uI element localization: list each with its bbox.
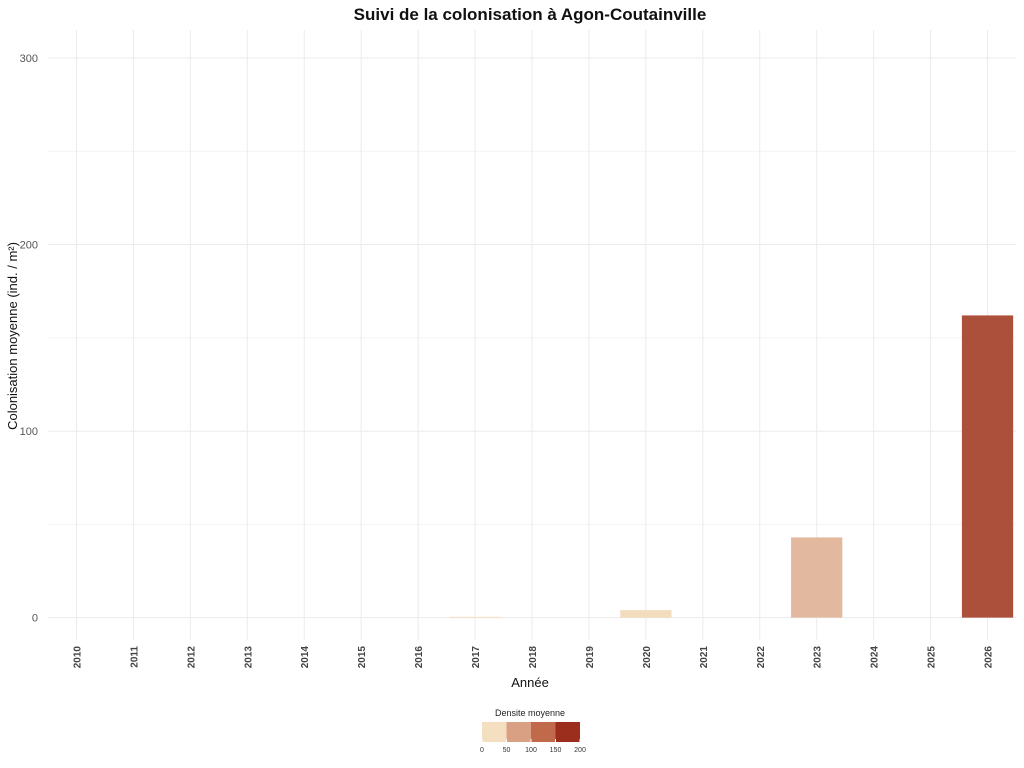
- x-tick-label: 2017: [471, 646, 482, 669]
- x-tick-label: 2012: [186, 646, 197, 669]
- x-tick-label: 2024: [870, 646, 881, 669]
- legend-swatch: [482, 722, 507, 742]
- bar-2017: [449, 616, 501, 618]
- x-axis-label: Année: [511, 675, 549, 690]
- x-tick-label: 2011: [129, 646, 140, 668]
- x-tick-label: 2023: [813, 646, 824, 669]
- legend: Densite moyenne 0 50 100 150 200: [480, 708, 586, 754]
- x-tick-label: 2019: [585, 646, 596, 669]
- legend-tick-label: 100: [525, 747, 537, 754]
- bars: [449, 315, 1014, 618]
- legend-ticks: 0 50 100 150 200: [480, 739, 586, 754]
- bar-2020: [620, 610, 672, 618]
- x-tick-label: 2021: [699, 646, 710, 669]
- y-tick-label: 0: [32, 613, 38, 625]
- x-tick-label: 2015: [357, 646, 368, 669]
- x-tick-label: 2026: [984, 646, 995, 669]
- legend-title: Densite moyenne: [495, 708, 565, 718]
- x-tick-label: 2010: [72, 646, 83, 669]
- grid: [48, 30, 1016, 640]
- x-tick-label: 2013: [243, 646, 254, 669]
- x-tick-label: 2020: [642, 646, 653, 669]
- x-tick-label: 2018: [528, 646, 539, 669]
- chart-title: Suivi de la colonisation à Agon-Coutainv…: [354, 5, 707, 24]
- x-tick-label: 2022: [756, 646, 767, 669]
- legend-tick-label: 200: [574, 747, 586, 754]
- y-axis-ticks: 0 100 200 300: [20, 53, 38, 625]
- legend-tick-label: 150: [550, 747, 562, 754]
- legend-tick-label: 0: [480, 747, 484, 754]
- y-tick-label: 200: [20, 240, 38, 252]
- legend-colorbar: [482, 722, 580, 742]
- y-tick-label: 300: [20, 53, 38, 65]
- x-tick-label: 2016: [414, 646, 425, 669]
- x-axis-ticks: 2010 2011 2012 2013 2014 2015 2016 2017 2018 2019…: [72, 646, 994, 669]
- y-tick-label: 100: [20, 426, 38, 438]
- legend-swatch: [531, 722, 556, 742]
- x-tick-label: 2014: [300, 646, 311, 669]
- bar-2026: [961, 315, 1014, 618]
- bar-2023: [791, 537, 843, 618]
- legend-tick-label: 50: [503, 747, 511, 754]
- x-tick-label: 2025: [927, 646, 938, 669]
- y-axis-label: Colonisation moyenne (ind. / m²): [5, 242, 20, 430]
- legend-swatch: [506, 722, 531, 742]
- legend-swatch: [555, 722, 580, 742]
